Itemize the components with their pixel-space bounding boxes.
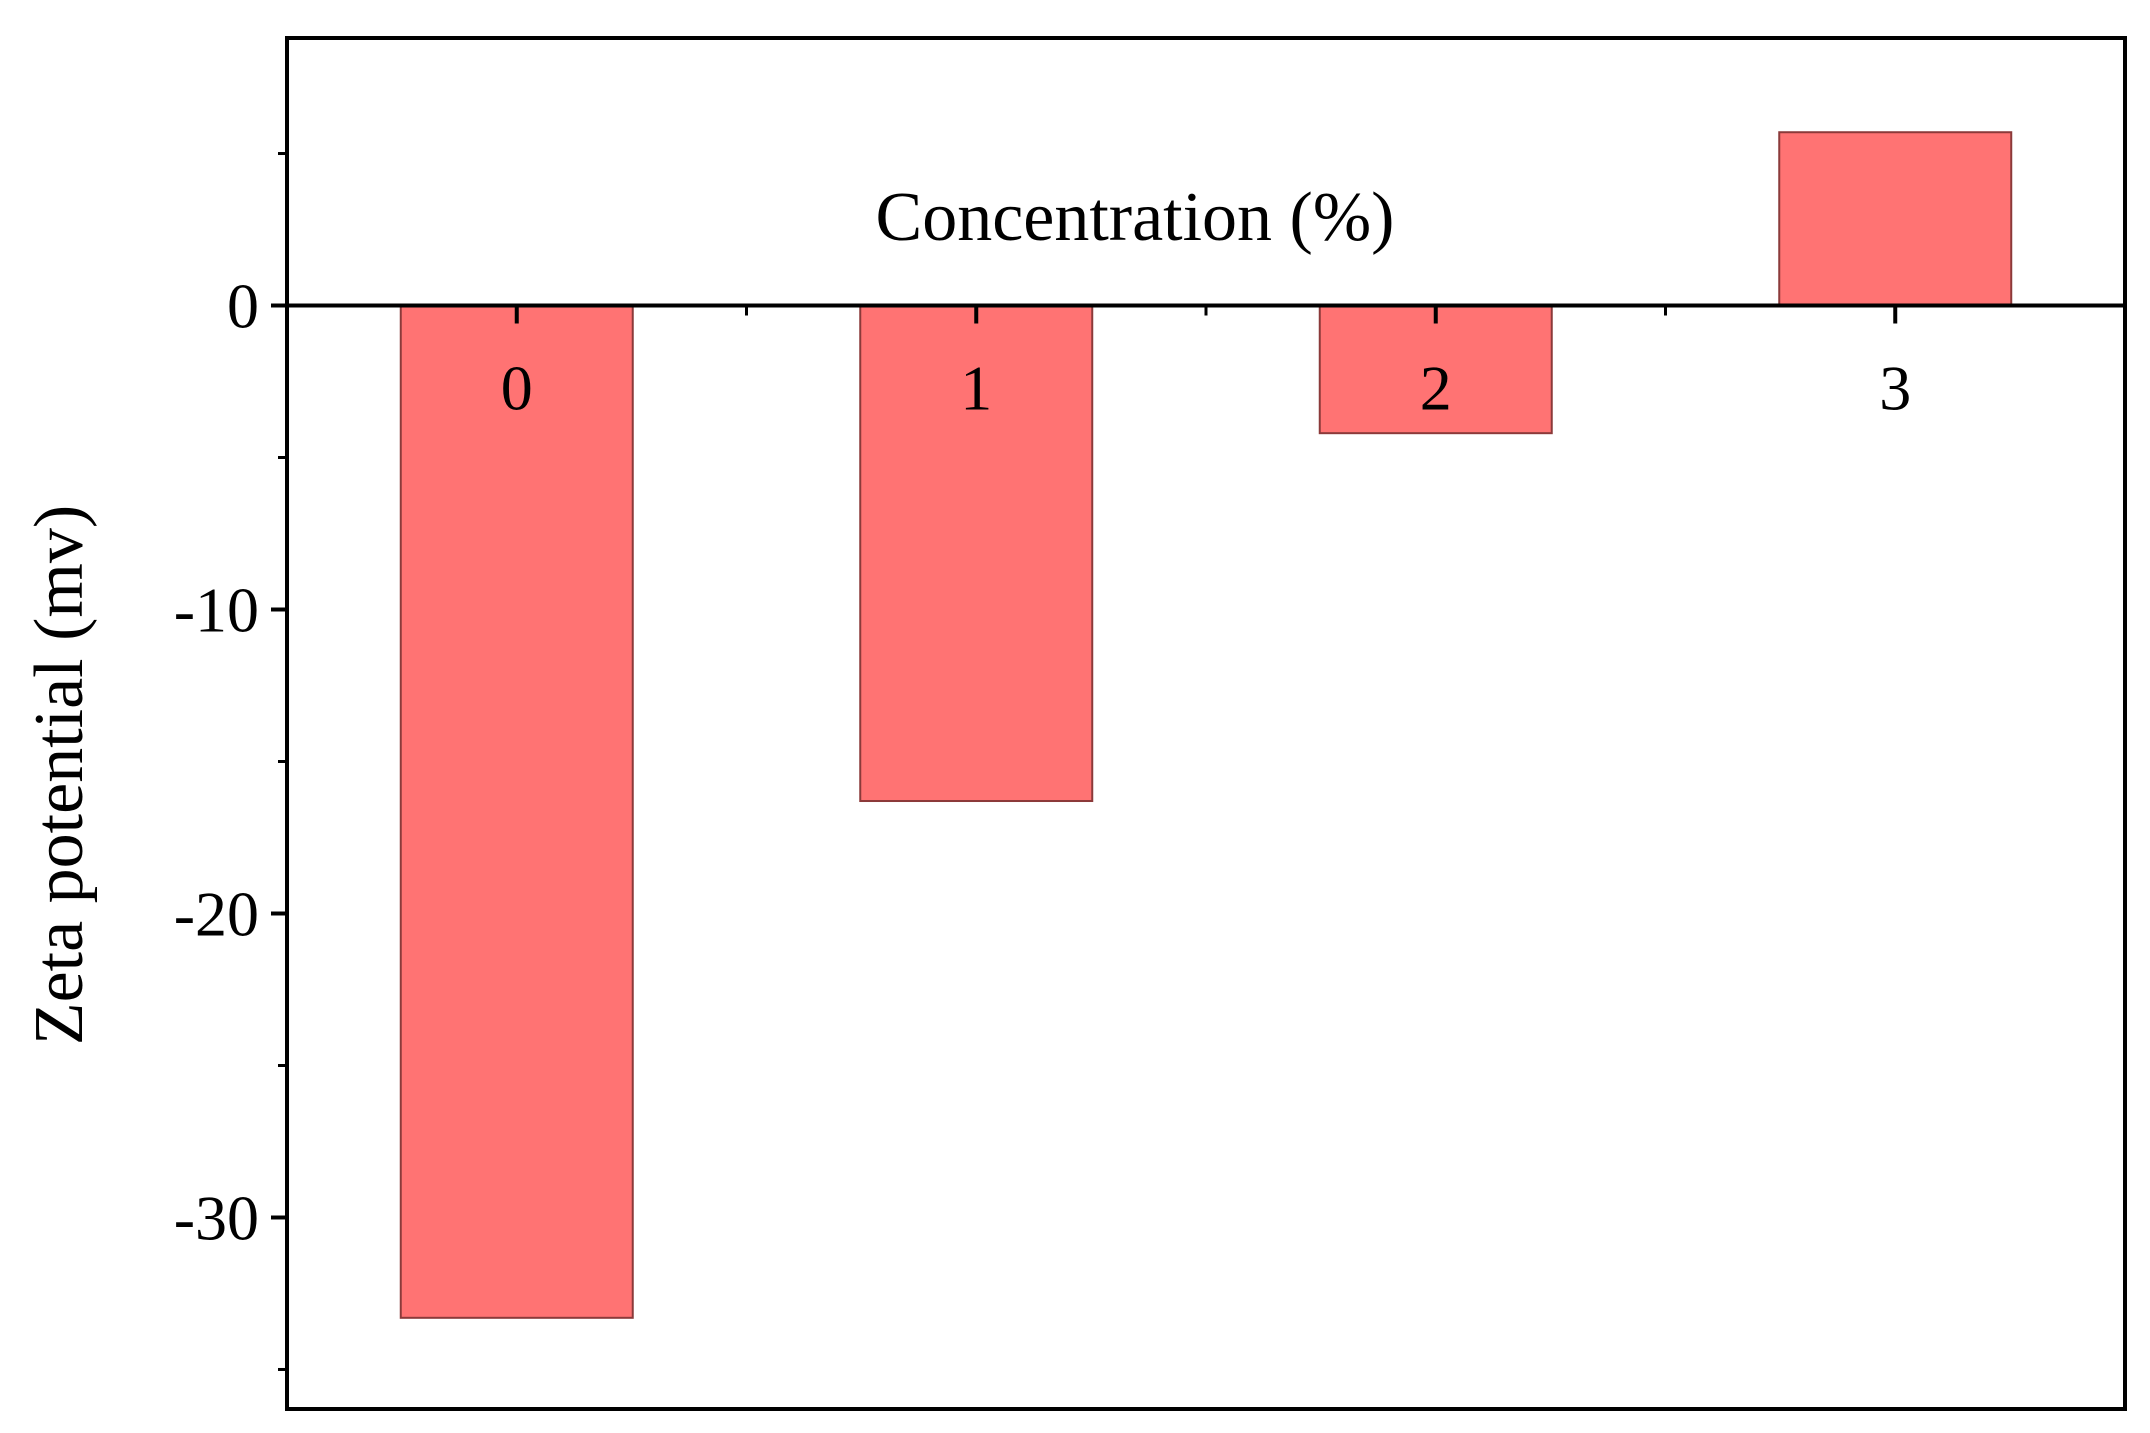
x-tick-label: 0 [501, 353, 533, 424]
bar-3 [1778, 131, 2013, 307]
y-tick-label: 0 [227, 271, 259, 342]
x-tick-label: 3 [1879, 353, 1911, 424]
bar-1 [859, 304, 1094, 803]
plot-frame [285, 36, 2127, 1411]
x-axis-title: Concentration (%) [876, 179, 1395, 256]
y-tick-label: -30 [174, 1182, 259, 1253]
y-tick-label: -10 [174, 575, 259, 646]
y-axis-title: Zeta potential (mv) [21, 505, 98, 1045]
y-axis-ticks: 0 -10 -20 -30 [174, 152, 287, 1371]
x-axis-ticks: 0 1 2 3 [501, 305, 1911, 424]
y-tick-label: -20 [174, 878, 259, 949]
x-tick-label: 1 [960, 353, 992, 424]
bar-0 [399, 304, 634, 1319]
bars-layer [399, 131, 2013, 1319]
x-tick-label: 2 [1420, 353, 1452, 424]
